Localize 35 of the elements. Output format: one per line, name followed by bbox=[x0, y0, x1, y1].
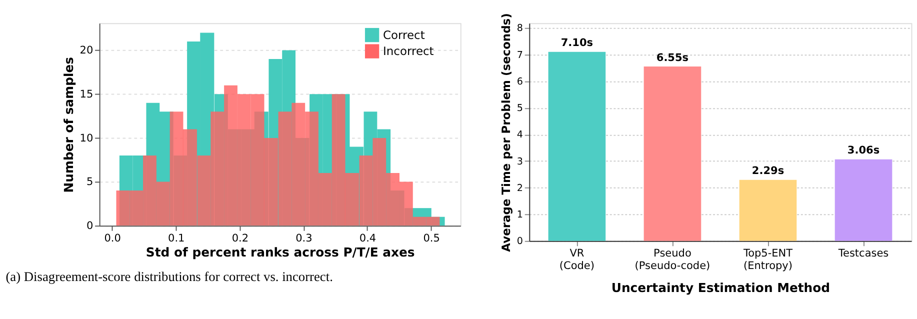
y-tick-label: 2 bbox=[516, 182, 523, 194]
x-tick-label: 0.5 bbox=[423, 232, 440, 244]
y-tick-label: 20 bbox=[80, 44, 94, 57]
data-label: 3.06s bbox=[847, 144, 880, 157]
y-tick-label: 1 bbox=[516, 210, 523, 221]
data-label: 7.10s bbox=[560, 37, 594, 50]
x-axis-title: Uncertainty Estimation Method bbox=[611, 280, 830, 296]
y-tick-label: 6 bbox=[516, 76, 523, 88]
legend-label: Correct bbox=[383, 28, 426, 42]
x-tick-label: Testcases bbox=[837, 248, 889, 260]
y-tick-label: 5 bbox=[86, 176, 94, 188]
x-tick-label: 0.4 bbox=[359, 232, 376, 244]
x-tick-label: 0.3 bbox=[296, 232, 312, 244]
x-tick-label: Top5-ENT (Entropy) bbox=[742, 248, 794, 272]
y-tick-label: 10 bbox=[80, 132, 94, 144]
y-tick-label: 8 bbox=[516, 23, 523, 34]
x-tick-label: VR (Code) bbox=[559, 248, 594, 272]
x-tick-label: 0.0 bbox=[104, 232, 121, 244]
data-label: 6.55s bbox=[656, 52, 689, 64]
text: (a) Disagreement-score distributions for correct vs. incorrect. bbox=[6, 269, 333, 284]
legend-label: Incorrect bbox=[383, 44, 434, 58]
y-axis-title: Number of samples bbox=[61, 56, 76, 193]
y-tick-label: 7 bbox=[516, 50, 523, 61]
y-axis-title: Average Time per Problem (seconds) bbox=[499, 13, 514, 252]
x-tick-label: 0.2 bbox=[232, 232, 249, 244]
x-tick-label: 0.1 bbox=[168, 232, 185, 244]
x-axis-title: Std of percent ranks across P/T/E axes bbox=[146, 244, 415, 260]
y-tick-label: 0 bbox=[86, 220, 94, 232]
data-label: 2.29s bbox=[752, 165, 784, 178]
y-tick-label: 5 bbox=[516, 103, 523, 114]
x-tick-label: Pseudo (Pseudo-code) bbox=[634, 248, 710, 272]
y-tick-label: 0 bbox=[516, 236, 523, 248]
y-tick-label: 15 bbox=[80, 88, 94, 100]
y-tick-label: 4 bbox=[516, 130, 523, 141]
y-tick-label: 3 bbox=[516, 156, 523, 168]
